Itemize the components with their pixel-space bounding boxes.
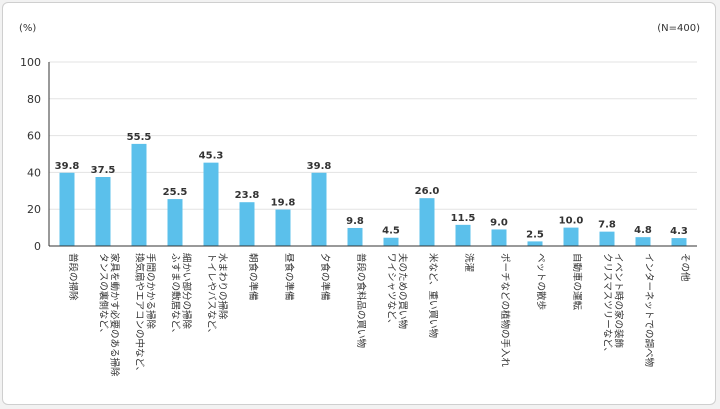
bar xyxy=(239,202,255,246)
value-label: 2.5 xyxy=(526,229,544,240)
category-label: 普段の食料品の買い物 xyxy=(355,253,367,349)
value-label: 4.5 xyxy=(382,226,400,237)
y-tick-label: 60 xyxy=(27,130,41,143)
category-label: 細かい部分の掃除 xyxy=(181,253,193,330)
bar xyxy=(275,209,291,246)
sample-size-label: (N=400) xyxy=(657,23,700,34)
category-label: ワイシャツなど、 xyxy=(386,253,397,329)
bar xyxy=(383,237,399,246)
bar xyxy=(95,177,111,246)
value-label: 23.8 xyxy=(235,190,260,201)
category-label: 朝食の準備 xyxy=(247,253,259,301)
bar xyxy=(167,199,183,246)
bar xyxy=(59,172,75,246)
category-label: 昼食の準備 xyxy=(283,253,295,301)
category-label: 手間のかかる掃除 xyxy=(145,253,157,330)
value-label: 39.8 xyxy=(307,161,332,172)
value-label: 9.8 xyxy=(346,216,364,227)
value-label: 26.0 xyxy=(415,186,440,197)
category-label: 米など、重い買い物 xyxy=(427,253,439,339)
category-label: クリスマスツリーなど、 xyxy=(602,253,613,357)
bar xyxy=(455,224,471,246)
bar xyxy=(635,237,651,246)
bar xyxy=(599,231,615,246)
category-label: その他 xyxy=(679,253,691,282)
bar xyxy=(419,198,435,246)
value-label: 19.8 xyxy=(271,198,296,209)
chart-frame xyxy=(2,2,716,405)
value-label: 10.0 xyxy=(559,216,584,227)
value-label: 25.5 xyxy=(163,187,188,198)
category-label: 洗濯 xyxy=(463,253,475,273)
bar xyxy=(311,172,327,246)
bar xyxy=(491,229,507,246)
bar xyxy=(347,227,363,246)
category-label: ペットの散歩 xyxy=(535,253,547,310)
bars xyxy=(59,143,687,246)
value-label: 7.8 xyxy=(598,220,616,231)
y-tick-label: 40 xyxy=(27,166,41,179)
gridlines xyxy=(49,61,697,210)
y-axis-ticks: 0 20 40 60 80 100 xyxy=(20,56,41,253)
category-label: 夕食の準備 xyxy=(319,253,331,301)
value-label: 4.3 xyxy=(670,226,688,237)
bar xyxy=(131,143,147,246)
category-label: タンスの裏側など、 xyxy=(98,253,110,338)
bar xyxy=(671,238,687,246)
category-label: ふすまの敷居など、 xyxy=(170,253,182,338)
y-tick-label: 100 xyxy=(20,56,41,69)
category-label: イベント時の家の装飾 xyxy=(613,253,625,348)
value-label: 45.3 xyxy=(199,151,224,162)
bar xyxy=(203,162,219,246)
category-label: ポーチなどの植物の手入れ xyxy=(499,253,511,368)
y-unit-label: (%) xyxy=(19,23,36,34)
category-label: 換気扇やエアコンの中など、 xyxy=(134,253,146,376)
category-label: 普段の掃除 xyxy=(67,253,79,301)
value-label: 9.0 xyxy=(490,217,508,228)
category-label: インターネットでの調べ物 xyxy=(643,253,655,368)
category-label: 夫のための買い物 xyxy=(397,253,409,330)
y-tick-label: 0 xyxy=(34,240,41,253)
value-labels: 39.8 37.5 55.5 25.5 45.3 23.8 19.8 39.8 9.8 4.5 26… xyxy=(55,132,688,241)
value-label: 4.8 xyxy=(634,225,652,236)
value-label: 55.5 xyxy=(127,132,152,143)
category-label: 家具を動かす必要のある掃除 xyxy=(109,253,121,377)
y-tick-label: 80 xyxy=(27,93,41,106)
bar xyxy=(563,227,579,246)
y-tick-label: 20 xyxy=(27,203,41,216)
bar xyxy=(527,241,543,246)
category-label: トイレやバスなど、 xyxy=(206,253,217,338)
category-label: 水まわりの掃除 xyxy=(217,253,229,320)
category-labels: 普段の掃除 タンスの裏側など、 家具を動かす必要のある掃除 換気扇やエアコンの中など、… xyxy=(67,253,691,377)
value-label: 11.5 xyxy=(451,213,476,224)
value-label: 39.8 xyxy=(55,161,80,172)
category-label: 自動車の運転 xyxy=(571,253,583,311)
value-label: 37.5 xyxy=(91,165,116,176)
